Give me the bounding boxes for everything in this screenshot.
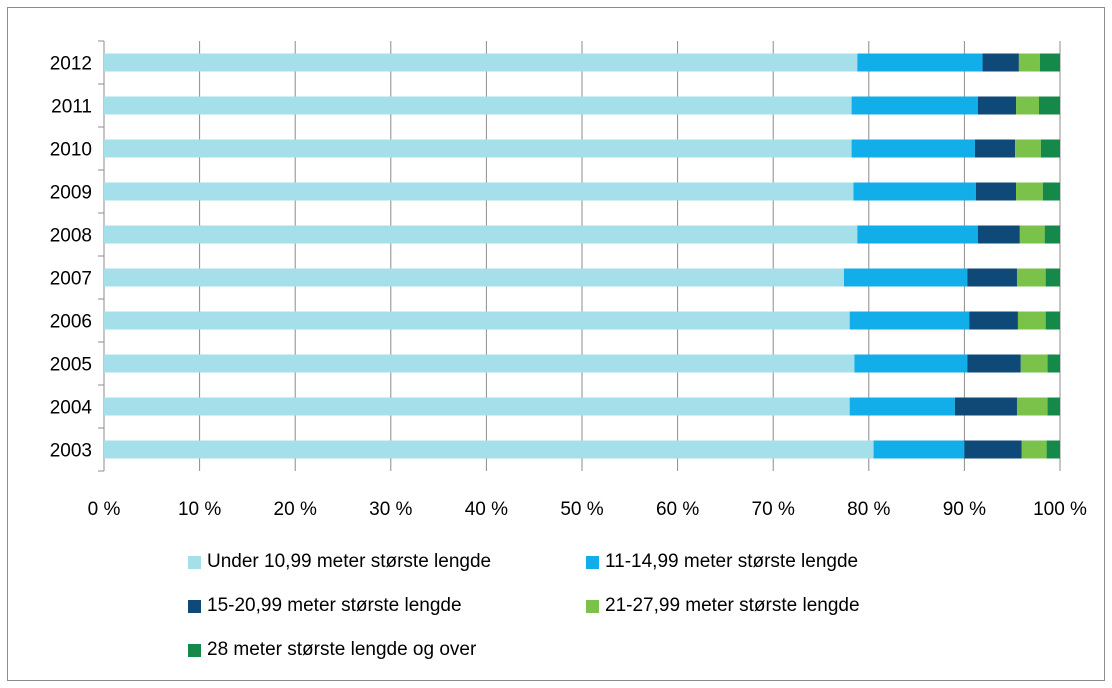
x-tick-label: 70 %	[752, 499, 795, 520]
x-tick-label: 10 %	[178, 499, 221, 520]
legend-label: 11-14,99 meter største lengde	[605, 551, 859, 572]
chart-area: 2012 2011 2010 2009 2008 2007 2006 2005 2004 2003…	[7, 7, 1105, 681]
bar-2007-series-2	[843, 268, 968, 287]
y-tick-label: 2003	[50, 441, 92, 462]
bar-2006-series-3	[969, 311, 1018, 330]
bar-2006-series-4	[1017, 311, 1046, 330]
bar-2010-series-5	[1040, 139, 1060, 158]
bar-2006-series-1	[104, 311, 850, 330]
bar-2006-series-2	[849, 311, 970, 330]
bar-2005-series-4	[1020, 354, 1048, 373]
y-tick-label: 2005	[50, 355, 92, 376]
legend-swatch	[188, 599, 201, 613]
legend-swatch	[586, 599, 599, 613]
bar-2005-series-2	[854, 354, 968, 373]
y-tick-label: 2009	[50, 183, 92, 204]
y-tick-label: 2004	[50, 398, 93, 419]
x-tick-label: 0 %	[88, 499, 121, 520]
bar-2010-series-2	[851, 139, 975, 158]
bar-2008-series-5	[1044, 225, 1060, 244]
x-tick-label: 80 %	[847, 499, 890, 520]
bar-2011-series-2	[851, 96, 978, 115]
bar-2012-series-5	[1039, 53, 1060, 72]
x-tick-label: 50 %	[560, 499, 603, 520]
bar-2005-series-1	[104, 354, 855, 373]
legend-item: 11-14,99 meter største lengde	[586, 551, 858, 573]
bar-2005-series-5	[1047, 354, 1060, 373]
bar-2009-series-2	[853, 182, 976, 201]
bar-2008-series-4	[1019, 225, 1045, 244]
bar-2003-series-3	[964, 440, 1022, 459]
x-tick-label: 60 %	[656, 499, 699, 520]
y-tick-label: 2008	[50, 226, 92, 247]
bar-2003-series-2	[873, 440, 965, 459]
bar-2007-series-3	[967, 268, 1017, 287]
bar-2008-series-2	[857, 225, 978, 244]
bar-2011-series-4	[1016, 96, 1039, 115]
bar-2012-series-2	[857, 53, 983, 72]
legend-swatch	[188, 643, 201, 657]
bar-2003-series-1	[104, 440, 874, 459]
bar-2003-series-4	[1021, 440, 1047, 459]
legend-label: 28 meter største lengde og over	[207, 639, 477, 660]
bar-2010-series-4	[1015, 139, 1041, 158]
bar-2010-series-3	[974, 139, 1016, 158]
bar-2009-series-1	[104, 182, 854, 201]
legend-item: 21-27,99 meter største lengde	[586, 595, 860, 617]
bar-2007-series-4	[1016, 268, 1046, 287]
y-tick-label: 2007	[50, 269, 92, 290]
bar-2005-series-3	[967, 354, 1021, 373]
bar-2010-series-1	[104, 139, 852, 158]
bar-2009-series-4	[1016, 182, 1043, 201]
x-tick-label: 100 %	[1033, 499, 1087, 520]
bar-2003-series-5	[1046, 440, 1060, 459]
x-tick-label: 30 %	[369, 499, 412, 520]
bar-2007-series-1	[104, 268, 844, 287]
bar-2009-series-3	[975, 182, 1017, 201]
y-tick-label: 2011	[51, 97, 92, 118]
legend-label: 21-27,99 meter største lengde	[605, 595, 860, 616]
legend-label: 15-20,99 meter største lengde	[207, 595, 462, 616]
bar-2004-series-1	[104, 397, 850, 416]
legend-item: Under 10,99 meter største lengde	[188, 551, 491, 573]
legend-label: Under 10,99 meter største lengde	[207, 551, 492, 572]
y-tick-label: 2012	[50, 54, 92, 75]
y-tick-label: 2006	[50, 312, 92, 333]
bar-2008-series-1	[104, 225, 858, 244]
bar-2007-series-5	[1045, 268, 1060, 287]
bar-chart: 2012 2011 2010 2009 2008 2007 2006 2005 2004 2003…	[50, 40, 1087, 520]
bar-2012-series-4	[1018, 53, 1040, 72]
bar-2004-series-3	[954, 397, 1017, 416]
y-tick-label: 2010	[50, 140, 92, 161]
x-tick-label: 40 %	[465, 499, 508, 520]
legend-item: 15-20,99 meter største lengde	[188, 595, 462, 617]
bar-2006-series-5	[1045, 311, 1060, 330]
legend-swatch	[188, 555, 201, 569]
bar-2011-series-3	[977, 96, 1017, 115]
x-tick-label: 90 %	[943, 499, 986, 520]
legend-item: 28 meter største lengde og over	[188, 639, 476, 661]
bar-2004-series-4	[1016, 397, 1048, 416]
bar-2012-series-1	[104, 53, 858, 72]
bar-2008-series-3	[977, 225, 1020, 244]
bar-2011-series-5	[1038, 96, 1060, 115]
bar-2009-series-5	[1042, 182, 1060, 201]
bar-2004-series-2	[849, 397, 955, 416]
bar-2004-series-5	[1047, 397, 1060, 416]
legend-swatch	[586, 555, 599, 569]
bar-2011-series-1	[104, 96, 852, 115]
x-tick-label: 20 %	[274, 499, 317, 520]
bar-2012-series-3	[982, 53, 1019, 72]
